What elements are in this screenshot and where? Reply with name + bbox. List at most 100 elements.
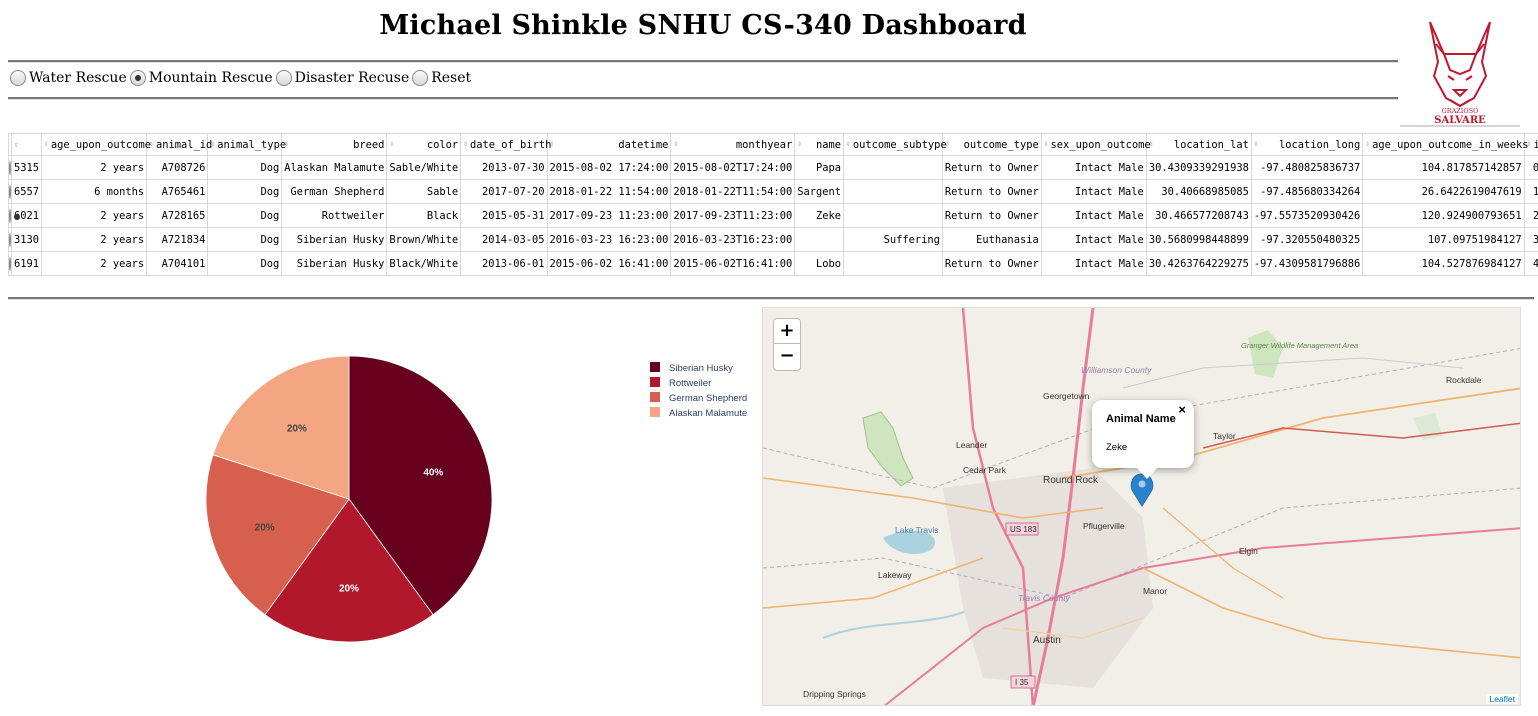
map-marker-icon[interactable] bbox=[1130, 473, 1154, 507]
column-header-color[interactable]: ⇕ color bbox=[386, 133, 462, 156]
column-header-location-lat[interactable]: ⇕ location_lat bbox=[1145, 133, 1252, 156]
column-header-label: age_upon_outcome bbox=[50, 138, 151, 151]
filter-option-disaster-recuse[interactable]: Disaster Recuse bbox=[275, 70, 409, 86]
column-header-animal-type[interactable]: ⇕ animal_type bbox=[207, 133, 286, 156]
table-cell-sex-upon-outcome: Intact Male bbox=[1040, 251, 1147, 276]
pie-slice-alaskan-malamute[interactable] bbox=[212, 355, 350, 500]
filter-option-mountain-rescue[interactable]: Mountain Rescue bbox=[129, 70, 273, 86]
row-select-radio[interactable] bbox=[9, 160, 11, 175]
legend-swatch[interactable] bbox=[650, 362, 660, 372]
table-cell-date-of-birth: 2017-07-20 bbox=[460, 179, 548, 204]
table-cell-age-upon-outcome-in-weeks: 104.527876984127 bbox=[1362, 251, 1525, 276]
column-header-outcome-type[interactable]: ⇕ outcome_type bbox=[941, 133, 1042, 156]
legend-label-rottweiler[interactable]: Rottweiler bbox=[669, 378, 711, 389]
pie-slice-rottweiler[interactable] bbox=[264, 498, 434, 643]
column-header-datetime[interactable]: ⇕ datetime bbox=[546, 133, 672, 156]
row-select-radio[interactable] bbox=[9, 232, 11, 247]
table-cell-animal-id: A708726 bbox=[146, 155, 209, 180]
sort-icon[interactable]: ⇕ bbox=[797, 138, 803, 148]
column-header-age-upon-outcome[interactable]: ⇕ age_upon_outcome bbox=[41, 133, 151, 156]
sort-icon[interactable]: ⇕ bbox=[1148, 138, 1154, 148]
table-cell-monthyear: 2016-03-23T16:23:00 bbox=[670, 227, 796, 252]
zoom-in-button[interactable]: + bbox=[773, 318, 801, 346]
column-header-age-upon-outcome-in-weeks[interactable]: ⇕ age_upon_outcome_in_weeks bbox=[1362, 133, 1529, 156]
row-select-radio[interactable] bbox=[9, 184, 11, 199]
sort-icon[interactable]: ⇕ bbox=[44, 138, 49, 148]
row-select-radio[interactable] bbox=[9, 256, 11, 271]
legend-label-alaskan-malamute[interactable]: Alaskan Malamute bbox=[669, 408, 747, 419]
table-cell-animal-type: Dog bbox=[207, 179, 283, 204]
sort-icon[interactable]: ⇕ bbox=[944, 138, 950, 148]
table-row[interactable]: 3130 2 years A721834 Dog Siberian Husky Brown… bbox=[8, 227, 1538, 252]
filter-option-water-rescue[interactable]: Water Rescue bbox=[10, 70, 127, 86]
table-row[interactable]: 6191 2 years A704101 Dog Siberian Husky Black… bbox=[8, 251, 1538, 276]
pie-slice-german-shepherd[interactable] bbox=[205, 454, 350, 616]
table-cell-outcome-subtype: Suffering bbox=[843, 227, 943, 252]
sort-icon[interactable]: ⇕ bbox=[14, 140, 19, 149]
sort-icon[interactable]: ⇕ bbox=[1253, 138, 1259, 148]
map-attribution-link[interactable]: Leaflet bbox=[1486, 694, 1518, 704]
table-row[interactable]: 5315 2 years A708726 Dog Alaskan Malamute Sab… bbox=[8, 155, 1538, 180]
table-cell-id: 0 bbox=[1523, 155, 1538, 180]
sort-icon[interactable]: ⇕ bbox=[1365, 138, 1371, 148]
table-cell-location-lat: 30.4309339291938 bbox=[1145, 155, 1252, 180]
geolocation-map[interactable]: Georgetown Leander Cedar Park Round Rock… bbox=[762, 307, 1521, 706]
column-header-name[interactable]: ⇕ name bbox=[794, 133, 845, 156]
column-header-breed[interactable]: ⇕ breed bbox=[281, 133, 388, 156]
popup-close-icon[interactable]: × bbox=[1178, 402, 1186, 417]
table-cell-location-lat: 30.466577208743 bbox=[1145, 203, 1252, 228]
legend-label-german-shepherd[interactable]: German Shepherd bbox=[669, 393, 747, 404]
table-row[interactable]: 6021 2 years A728165 Dog Rottweiler Black 2015… bbox=[8, 203, 1538, 228]
table-cell-name: Papa bbox=[794, 155, 845, 180]
radio-button[interactable] bbox=[412, 70, 429, 86]
sort-icon[interactable]: ⇕ bbox=[284, 138, 290, 148]
row-select-radio[interactable] bbox=[9, 208, 11, 223]
sort-icon[interactable]: ⇕ bbox=[210, 138, 216, 148]
map-tiles: Georgetown Leander Cedar Park Round Rock… bbox=[763, 308, 1520, 705]
table-row[interactable]: 6557 6 months A765461 Dog German Shepherd Sab… bbox=[8, 179, 1538, 204]
sort-icon[interactable]: ⇕ bbox=[846, 138, 851, 148]
table-cell-outcome-type: Euthanasia bbox=[941, 227, 1042, 252]
column-header-monthyear[interactable]: ⇕ monthyear bbox=[670, 133, 796, 156]
table-cell-location-lat: 30.4263764229275 bbox=[1145, 251, 1252, 276]
column-header-sex-upon-outcome[interactable]: ⇕ sex_upon_outcome bbox=[1040, 133, 1151, 156]
column-header-label: animal_type bbox=[217, 138, 287, 151]
pie-slice-siberian-husky[interactable] bbox=[348, 355, 493, 616]
table-cell-animal-type: Dog bbox=[207, 155, 283, 180]
map-label-round-rock: Round Rock bbox=[1043, 475, 1099, 486]
legend-swatch[interactable] bbox=[650, 377, 660, 387]
column-header-animal-id[interactable]: ⇕ animal_id bbox=[146, 133, 212, 156]
table-cell-age-upon-outcome-in-weeks: 107.09751984127 bbox=[1362, 227, 1525, 252]
sort-icon[interactable]: ⇕ bbox=[463, 138, 469, 148]
legend-swatch[interactable] bbox=[650, 392, 660, 402]
radio-button[interactable] bbox=[275, 70, 292, 86]
sort-icon[interactable]: ⇕ bbox=[389, 138, 395, 148]
zoom-out-button[interactable]: − bbox=[773, 343, 801, 371]
sort-icon[interactable]: ⇕ bbox=[1043, 138, 1049, 148]
table-cell-outcome-subtype bbox=[843, 179, 943, 204]
column-header-outcome-subtype[interactable]: ⇕ outcome_subtype bbox=[843, 133, 947, 156]
column-header-location-long[interactable]: ⇕ location_long bbox=[1250, 133, 1364, 156]
table-cell-color: Brown/White bbox=[386, 227, 462, 252]
sort-icon[interactable]: ⇕ bbox=[1526, 138, 1532, 148]
sort-icon[interactable]: ⇕ bbox=[549, 138, 555, 148]
map-label-taylor: Taylor bbox=[1213, 431, 1236, 441]
filter-option-reset[interactable]: Reset bbox=[412, 70, 471, 86]
radio-button[interactable] bbox=[129, 70, 146, 86]
map-label-dripping-springs: Dripping Springs bbox=[803, 689, 866, 699]
sort-icon[interactable]: ⇕ bbox=[673, 138, 679, 148]
pie-slice-label: 20% bbox=[255, 522, 275, 533]
column-header-date-of-birth[interactable]: ⇕ date_of_birth bbox=[460, 133, 551, 156]
table-body: 5315 2 years A708726 Dog Alaskan Malamute Sab… bbox=[8, 155, 1538, 276]
column-header-label: age_upon_outcome_in_weeks bbox=[1372, 138, 1529, 151]
legend-swatch[interactable] bbox=[650, 407, 660, 417]
rescue-filter-radio-group: Water Rescue Mountain Rescue Disaster Recu… bbox=[10, 70, 474, 86]
radio-button[interactable] bbox=[10, 70, 26, 86]
map-label-travis-county: Travis County bbox=[1018, 593, 1071, 603]
legend-label-siberian-husky[interactable]: Siberian Husky bbox=[669, 363, 733, 374]
column-header-index[interactable]: ⇕ bbox=[10, 133, 43, 156]
sort-icon[interactable]: ⇕ bbox=[149, 138, 154, 148]
table-cell-id: 2 bbox=[1523, 203, 1538, 228]
column-header-label: monthyear bbox=[735, 138, 793, 151]
table-cell-age-upon-outcome: 2 years bbox=[41, 227, 148, 252]
